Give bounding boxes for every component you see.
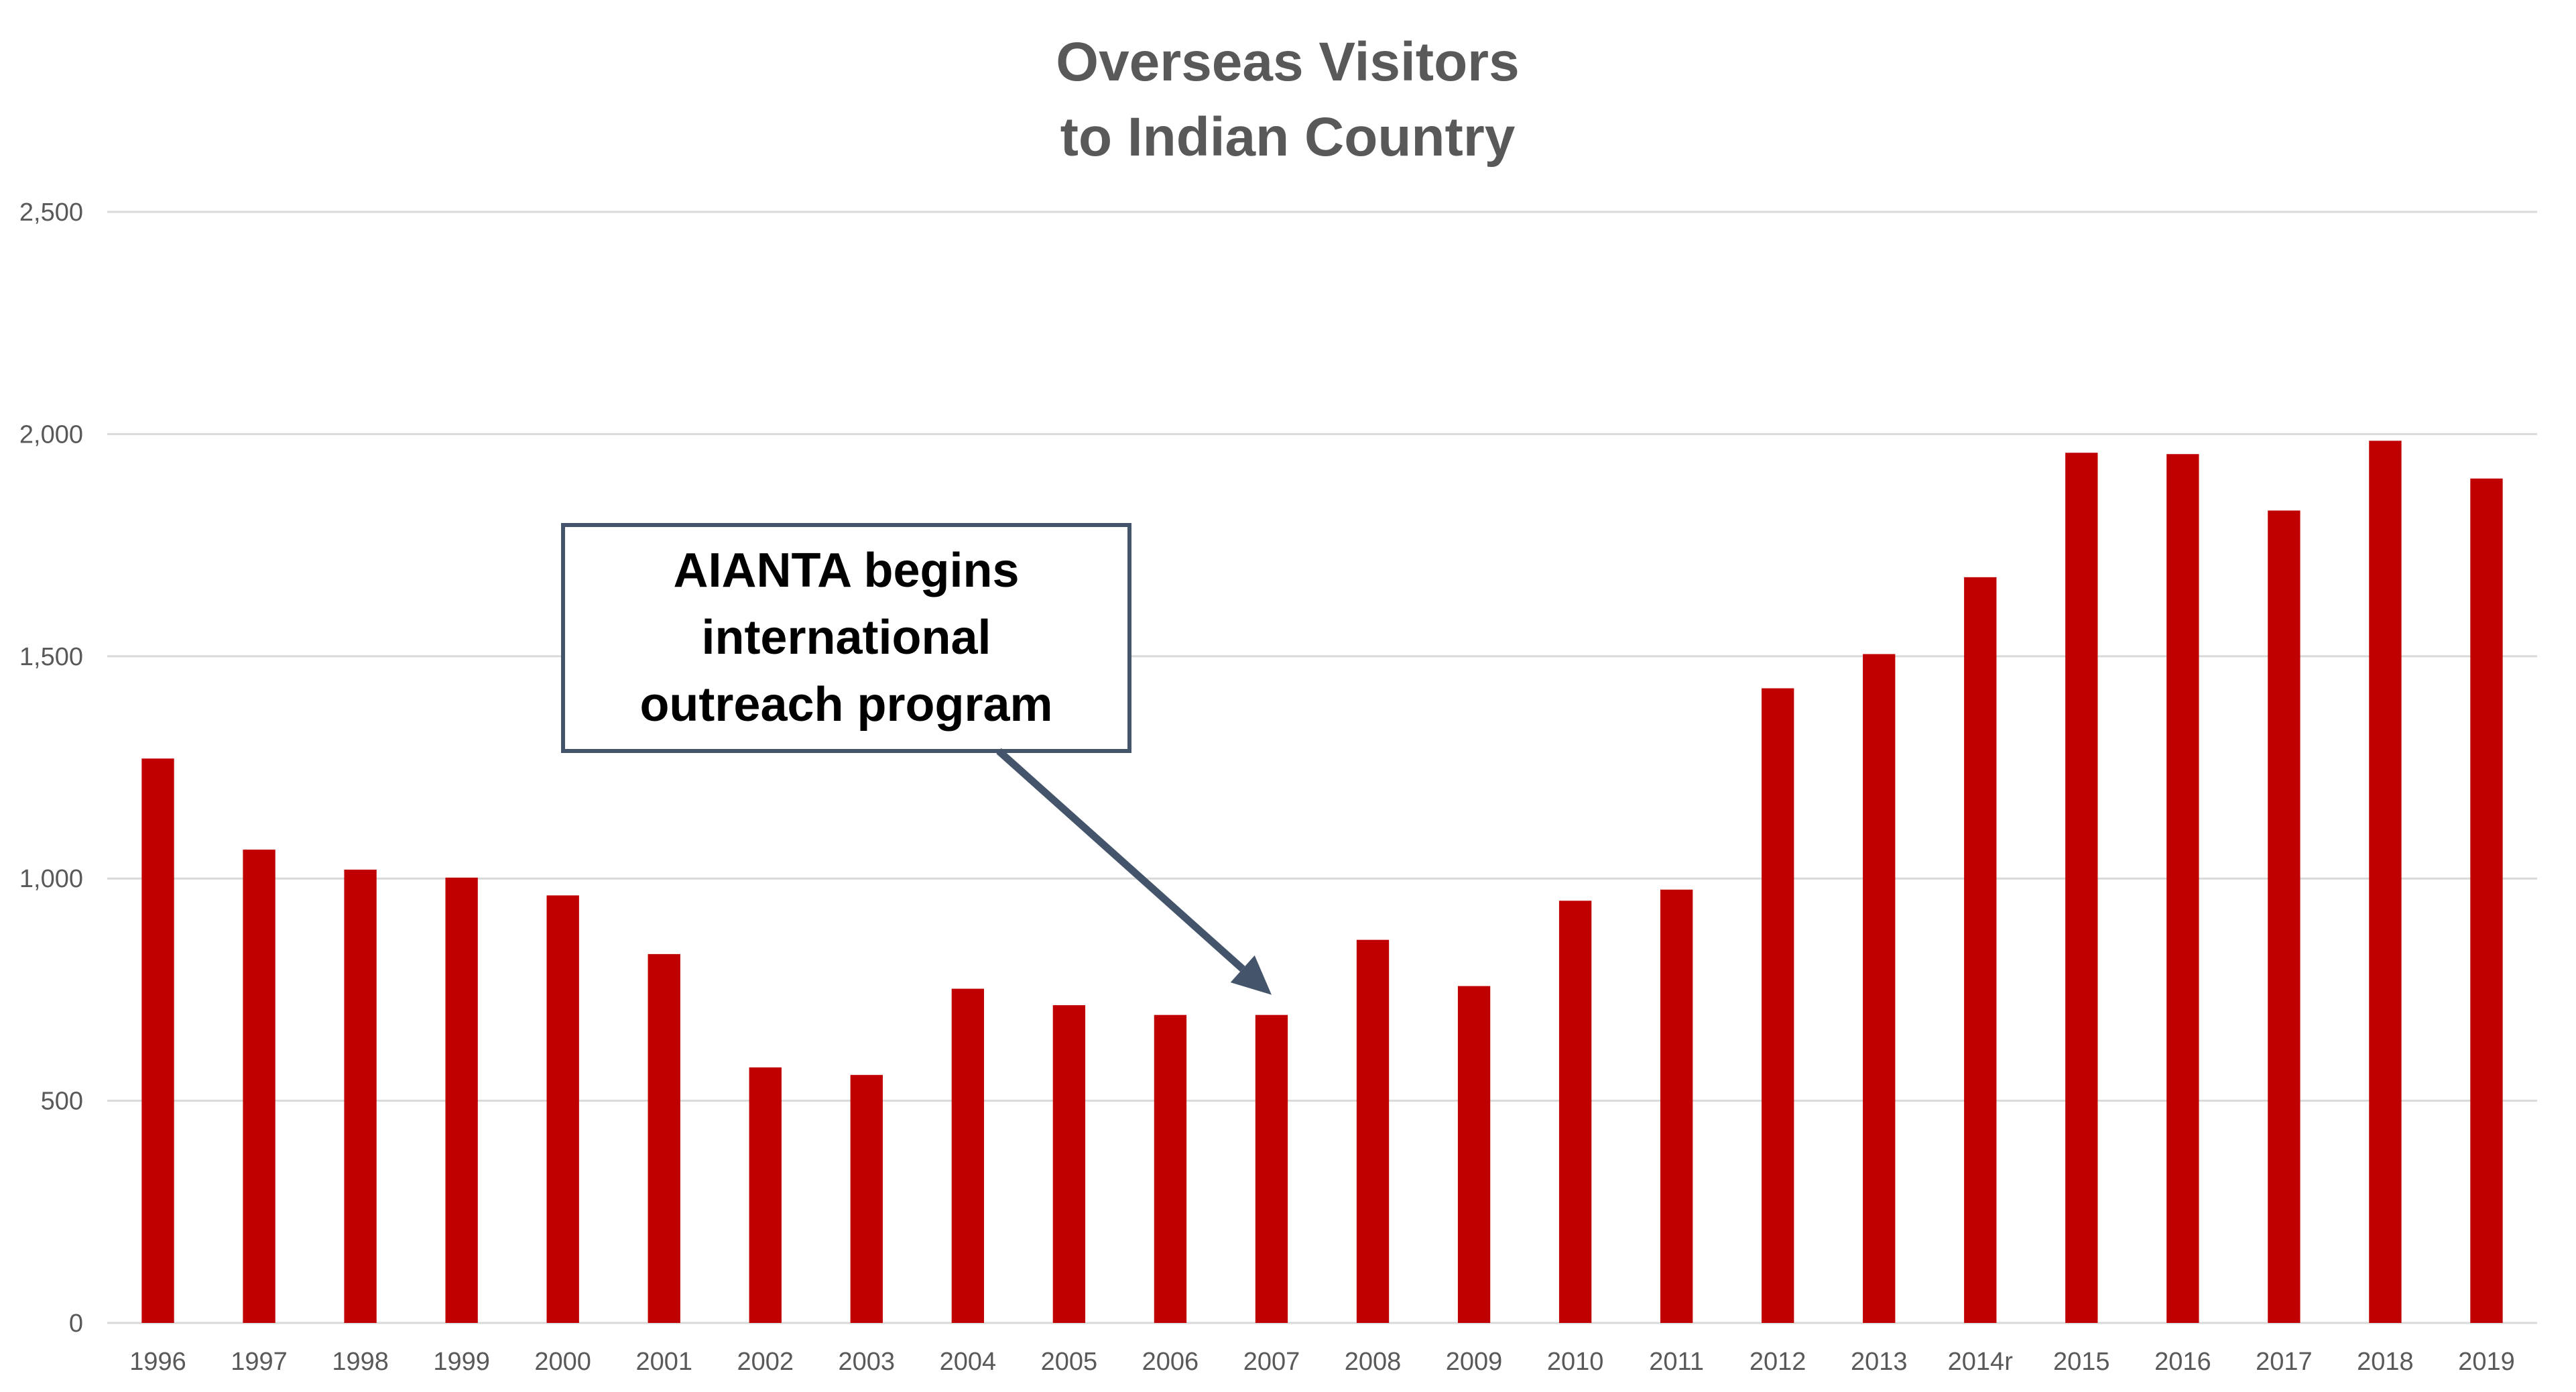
y-tick-label: 1,500 <box>19 643 83 671</box>
x-tick-label: 1999 <box>433 1348 490 1376</box>
annotation-callout: AIANTA begins international outreach progr… <box>561 523 1272 995</box>
x-tick-label: 2005 <box>1041 1348 1098 1376</box>
bars <box>141 441 2503 1324</box>
annotation-box <box>561 523 1131 753</box>
chart-title-line-2: to Indian Country <box>1060 107 1516 168</box>
bar-2019 <box>2470 478 2503 1324</box>
x-tick-label: 2014r <box>1948 1348 2014 1376</box>
x-tick-label: 2008 <box>1345 1348 1402 1376</box>
bar-2005 <box>1052 1005 1086 1323</box>
annotation-text-line: AIANTA begins <box>674 544 1020 597</box>
y-tick-label: 500 <box>41 1088 83 1116</box>
bar-1998 <box>344 869 377 1323</box>
x-axis-tick-labels: 1996 1997 1998 1999 2000 2001 2002 2003 2004 2005… <box>129 1348 2515 1376</box>
gridlines <box>107 211 2537 1324</box>
y-axis-tick-labels: 0 500 1,000 1,500 2,000 2,500 <box>19 198 83 1338</box>
bar-2003 <box>850 1075 883 1323</box>
bar-2011 <box>1660 889 1693 1323</box>
bar-2010 <box>1558 901 1592 1323</box>
x-tick-label: 2000 <box>534 1348 591 1376</box>
x-tick-label: 2015 <box>2053 1348 2110 1376</box>
bar-2001 <box>648 953 680 1323</box>
chart-title-line-1: Overseas Visitors <box>1056 32 1519 93</box>
x-tick-label: 2017 <box>2256 1348 2313 1376</box>
x-tick-label: 2012 <box>1750 1348 1806 1376</box>
annotation-text-line: international <box>701 611 991 664</box>
x-tick-label: 2011 <box>1649 1348 1704 1376</box>
bar-2012 <box>1762 688 1794 1323</box>
bar-2014r <box>1964 577 1997 1324</box>
x-tick-label: 1998 <box>332 1348 389 1376</box>
bar-2016 <box>2166 454 2199 1323</box>
bar-2009 <box>1457 986 1491 1323</box>
bar-2006 <box>1154 1014 1187 1323</box>
x-tick-label: 2002 <box>737 1348 794 1376</box>
x-tick-label: 2018 <box>2357 1348 2414 1376</box>
x-tick-label: 2004 <box>940 1348 997 1376</box>
bar-1997 <box>243 850 275 1323</box>
y-tick-label: 2,500 <box>19 198 83 227</box>
x-tick-label: 2009 <box>1446 1348 1503 1376</box>
x-tick-label: 2006 <box>1142 1348 1199 1376</box>
bar-2015 <box>2065 453 2098 1324</box>
y-tick-label: 0 <box>69 1310 83 1338</box>
x-tick-label: 2013 <box>1851 1348 1908 1376</box>
x-tick-label: 1997 <box>231 1348 288 1376</box>
x-tick-label: 1996 <box>129 1348 186 1376</box>
bar-2004 <box>951 988 985 1323</box>
y-tick-label: 2,000 <box>19 420 83 449</box>
bar-2018 <box>2369 441 2402 1323</box>
y-tick-label: 1,000 <box>19 865 83 893</box>
bar-2013 <box>1863 654 1896 1323</box>
x-tick-label: 2001 <box>635 1348 692 1376</box>
bar-2002 <box>749 1067 782 1323</box>
x-tick-label: 2003 <box>839 1348 896 1376</box>
bar-2017 <box>2268 510 2301 1323</box>
annotation-arrow-shaft <box>996 748 1245 972</box>
x-tick-label: 2019 <box>2458 1348 2515 1376</box>
annotation-text-line: outreach program <box>639 678 1052 732</box>
bar-1999 <box>445 877 478 1323</box>
x-tick-label: 2007 <box>1243 1348 1300 1376</box>
bar-2007 <box>1255 1014 1288 1323</box>
bar-2008 <box>1356 939 1390 1323</box>
bar-2000 <box>546 895 579 1323</box>
bar-1996 <box>141 758 174 1323</box>
x-tick-label: 2010 <box>1547 1348 1604 1376</box>
annotation-arrow-head <box>1230 955 1272 995</box>
x-tick-label: 2016 <box>2154 1348 2211 1376</box>
